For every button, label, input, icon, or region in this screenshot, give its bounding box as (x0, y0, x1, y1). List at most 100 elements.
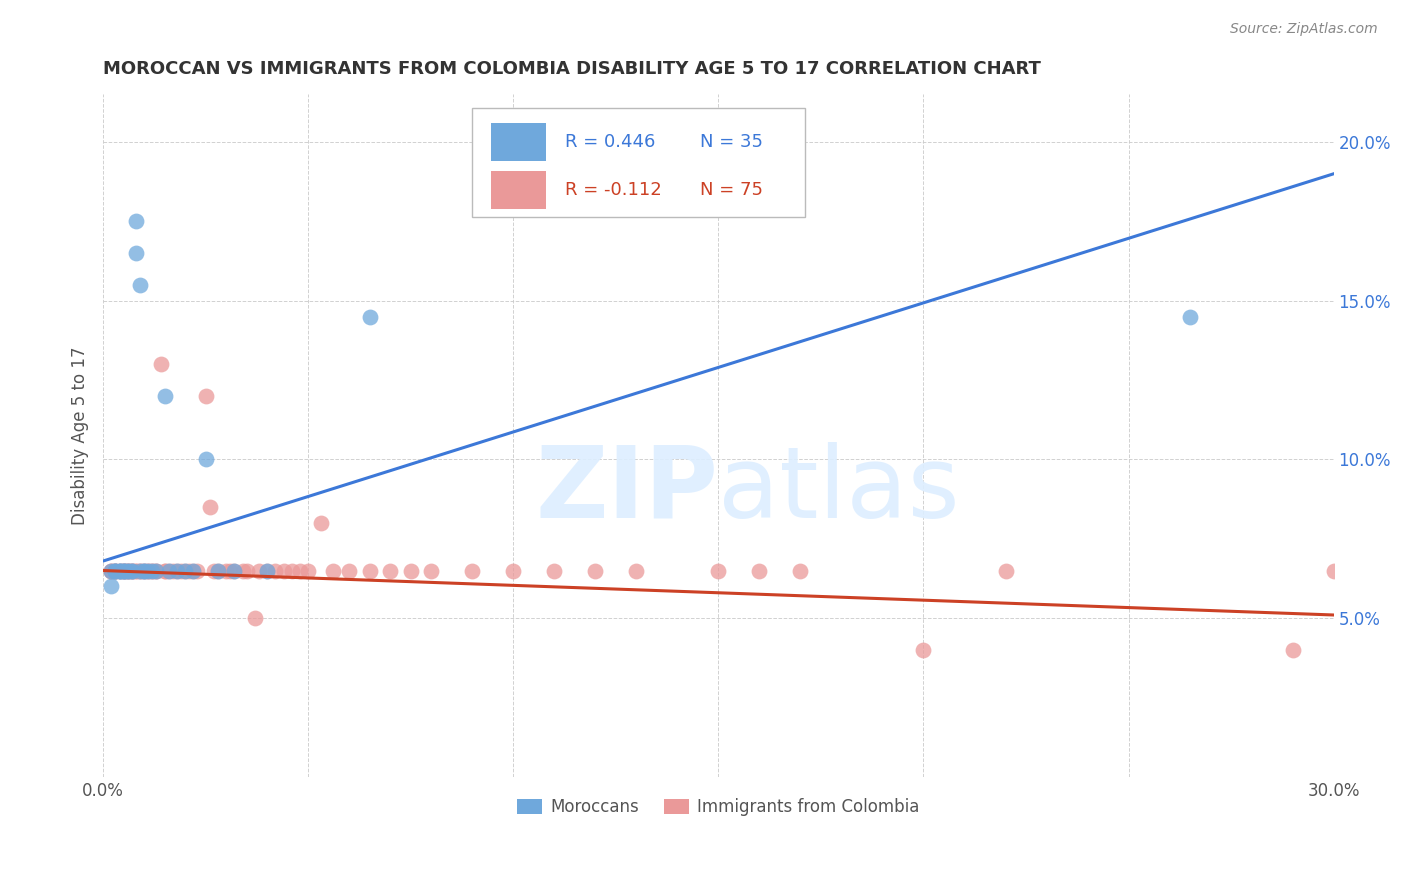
Point (125, 246, 148, 260)
Point (162, 564, 184, 578)
Point (273, 564, 295, 578)
Point (198, 500, 221, 514)
Point (337, 564, 360, 578)
Point (207, 564, 229, 578)
Point (235, 564, 257, 578)
Point (170, 564, 193, 578)
Point (174, 564, 197, 578)
Point (125, 564, 148, 578)
Point (121, 564, 143, 578)
Point (748, 564, 770, 578)
Point (125, 564, 148, 578)
Point (502, 564, 524, 578)
Point (166, 564, 188, 578)
Point (112, 564, 135, 578)
Point (224, 564, 246, 578)
Y-axis label: Disability Age 5 to 17: Disability Age 5 to 17 (72, 346, 89, 524)
Point (104, 564, 127, 578)
Point (288, 564, 311, 578)
Point (136, 564, 159, 578)
Point (194, 452, 217, 467)
Point (309, 516, 332, 530)
Point (215, 564, 238, 578)
Point (100, 564, 122, 578)
Point (112, 564, 135, 578)
Point (256, 564, 278, 578)
Point (108, 564, 131, 578)
Point (247, 564, 270, 578)
Text: ZIP: ZIP (536, 442, 718, 539)
Point (166, 564, 188, 578)
Point (149, 357, 172, 371)
Point (104, 564, 127, 578)
Point (100, 579, 122, 593)
Point (153, 389, 176, 403)
Point (626, 564, 648, 578)
Point (117, 564, 139, 578)
Legend: Moroccans, Immigrants from Colombia: Moroccans, Immigrants from Colombia (510, 792, 927, 823)
Point (461, 564, 484, 578)
Point (224, 564, 246, 578)
Point (207, 564, 229, 578)
Point (297, 564, 319, 578)
Point (789, 564, 811, 578)
Point (129, 564, 152, 578)
Point (153, 564, 176, 578)
Point (399, 564, 422, 578)
Point (202, 564, 225, 578)
Point (707, 564, 730, 578)
Point (104, 564, 127, 578)
FancyBboxPatch shape (472, 108, 804, 218)
Point (121, 564, 143, 578)
Point (134, 564, 156, 578)
Point (153, 564, 176, 578)
Point (141, 564, 163, 578)
Point (1281, 643, 1303, 657)
Point (108, 564, 131, 578)
Point (112, 564, 135, 578)
Point (117, 564, 139, 578)
Point (121, 564, 143, 578)
Point (104, 564, 127, 578)
Point (108, 564, 131, 578)
Point (129, 277, 152, 292)
Point (157, 564, 180, 578)
Point (112, 564, 135, 578)
Point (100, 564, 122, 578)
Point (256, 564, 278, 578)
Point (125, 214, 148, 228)
Point (145, 564, 167, 578)
Point (994, 564, 1017, 578)
Point (112, 564, 135, 578)
Text: N = 35: N = 35 (700, 133, 763, 152)
Point (179, 564, 201, 578)
Point (104, 564, 127, 578)
Point (219, 564, 242, 578)
Point (359, 310, 381, 324)
Point (232, 564, 254, 578)
Text: atlas: atlas (718, 442, 960, 539)
Text: MOROCCAN VS IMMIGRANTS FROM COLOMBIA DISABILITY AGE 5 TO 17 CORRELATION CHART: MOROCCAN VS IMMIGRANTS FROM COLOMBIA DIS… (103, 60, 1040, 78)
Point (117, 564, 139, 578)
Point (134, 564, 156, 578)
Point (112, 564, 135, 578)
Point (543, 564, 565, 578)
Point (136, 564, 159, 578)
Point (100, 564, 122, 578)
Point (129, 564, 152, 578)
Point (129, 564, 152, 578)
Text: R = -0.112: R = -0.112 (565, 181, 661, 199)
Point (141, 564, 163, 578)
Point (194, 389, 217, 403)
Text: R = 0.446: R = 0.446 (565, 133, 655, 152)
Text: N = 75: N = 75 (700, 181, 763, 199)
Point (583, 564, 606, 578)
Point (281, 564, 304, 578)
Point (183, 564, 205, 578)
Point (117, 564, 139, 578)
Point (359, 564, 381, 578)
FancyBboxPatch shape (491, 171, 546, 209)
Point (1323, 564, 1346, 578)
Point (1178, 310, 1201, 324)
Point (420, 564, 443, 578)
